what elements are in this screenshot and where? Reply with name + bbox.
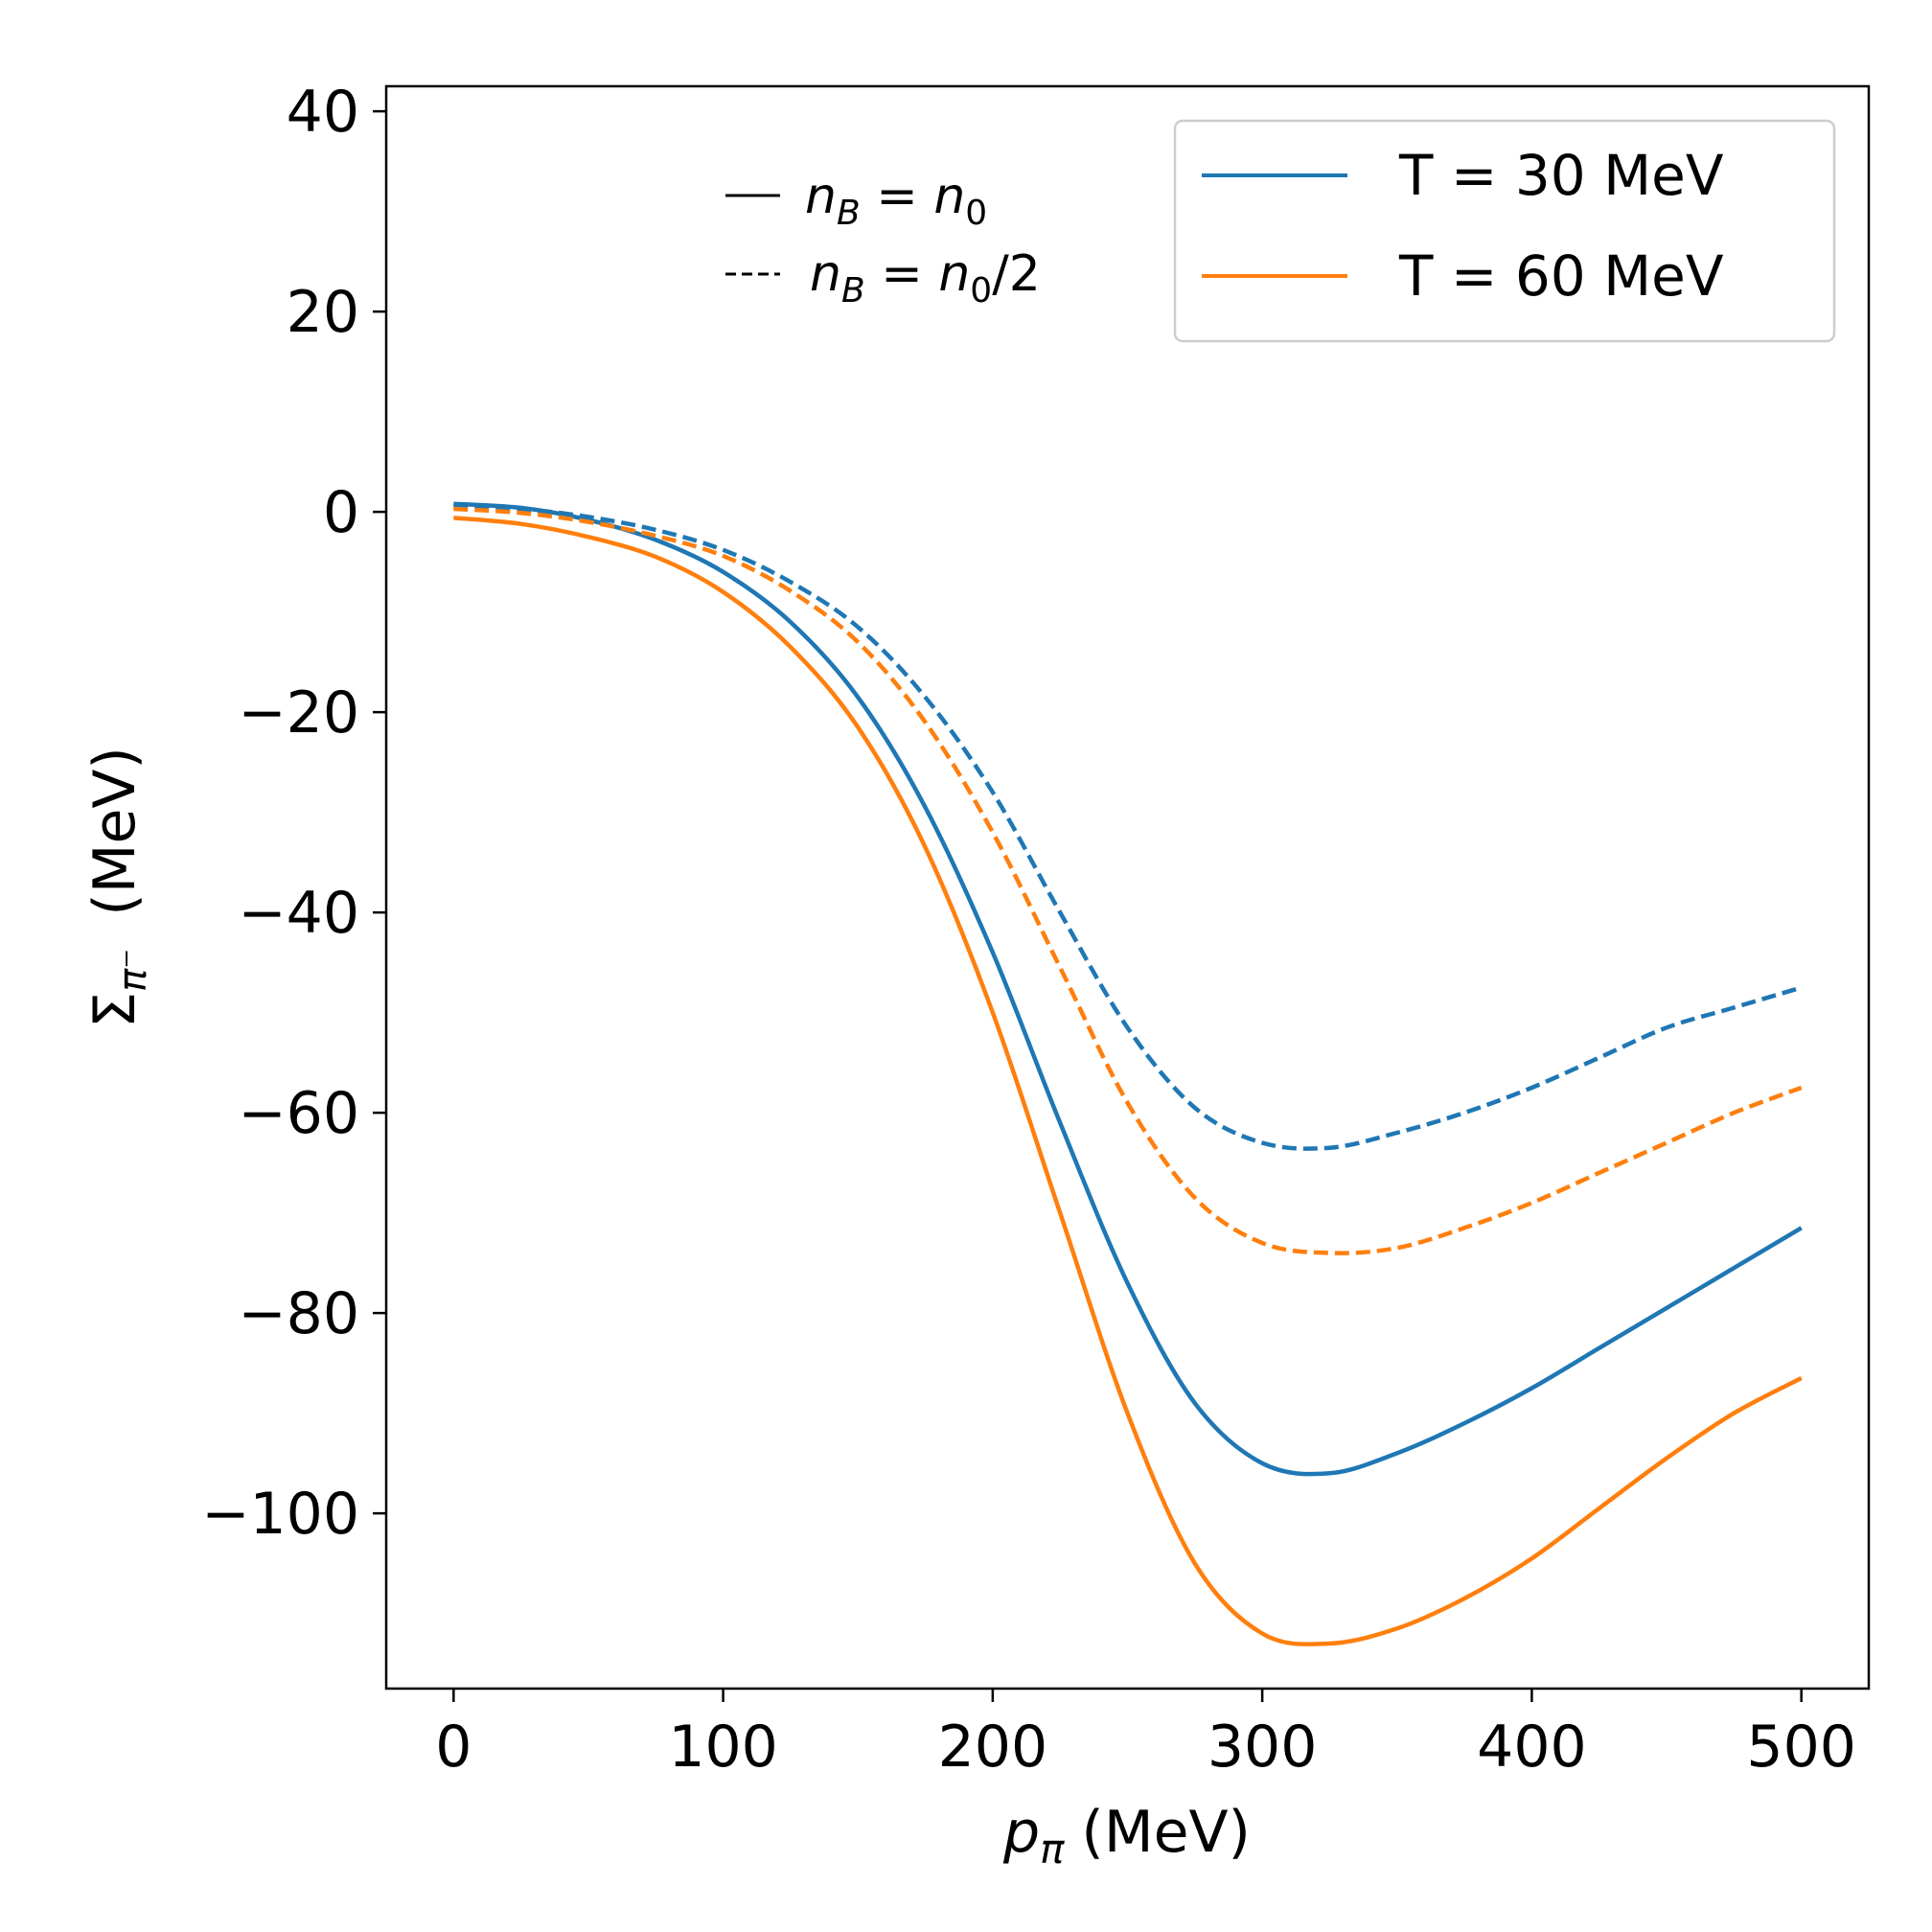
y-tick-label: −40 — [238, 880, 359, 947]
series-line-t-30-mev-n-b-n-0-2 — [453, 503, 1803, 1151]
x-axis-label-sub: π — [1040, 1826, 1065, 1873]
y-tick-label: −60 — [238, 1080, 359, 1147]
x-axis-label: pπ (MeV) — [1002, 1799, 1251, 1873]
x-tick-label: 300 — [1208, 1714, 1318, 1781]
x-tick-label: 500 — [1746, 1714, 1856, 1781]
annotation-dashed-eq: = — [865, 245, 939, 303]
plot-frame — [384, 84, 1871, 1690]
x-tick-label: 400 — [1477, 1714, 1587, 1781]
x-tick-label: 200 — [938, 1714, 1048, 1781]
annotation-dashed-rhs-tail: /2 — [992, 245, 1041, 303]
annotation-solid-rhs: n — [933, 168, 965, 225]
x-axis-label-unit: (MeV) — [1081, 1799, 1251, 1866]
y-axis-label: Σπ⁻ (MeV) — [81, 747, 155, 1028]
annotation-solid-rhs-sub: 0 — [965, 194, 987, 233]
series-layer — [453, 501, 1803, 1646]
annotation-dashed-sub: B — [841, 271, 865, 310]
legend-label-t60: T = 60 MeV — [1398, 243, 1724, 309]
y-tick-label: 40 — [287, 79, 359, 146]
annotation-solid-main: n — [805, 168, 837, 225]
legend: T = 30 MeV T = 60 MeV — [1173, 119, 1836, 343]
annotation-solid-sub: B — [837, 194, 861, 233]
annotation-dashed-rhs: n — [938, 245, 970, 303]
y-axis-label-sub: π⁻ — [111, 949, 155, 992]
series-line-t-60-mev-n-b-n-0 — [453, 516, 1803, 1646]
x-tick-label: 0 — [435, 1714, 472, 1781]
annotation-dashed-rhs-sub: 0 — [970, 271, 992, 310]
y-tick-label: 20 — [287, 279, 359, 346]
y-tick-label: −100 — [201, 1481, 359, 1548]
series-line-t-30-mev-n-b-n-0 — [453, 501, 1803, 1477]
density-annotation: nB = n0 nB = n0/2 — [725, 168, 1041, 310]
legend-label-t30: T = 30 MeV — [1398, 143, 1724, 208]
y-tick-label: 0 — [323, 479, 359, 546]
annotation-solid-label: nB = n0 — [805, 168, 987, 233]
annotation-dashed-main: n — [810, 245, 841, 303]
y-axis-label-unit: (MeV) — [81, 747, 149, 916]
y-tick-label: −80 — [238, 1280, 359, 1347]
y-tick-label: −20 — [238, 679, 359, 747]
annotation-solid-eq: = — [861, 168, 934, 225]
annotation-dashed-label: nB = n0/2 — [810, 245, 1041, 310]
x-tick-label: 100 — [668, 1714, 778, 1781]
y-axis-label-main: Σ — [81, 992, 149, 1028]
series-line-t-60-mev-n-b-n-0-2 — [453, 506, 1803, 1255]
x-axis-label-main: p — [1002, 1799, 1040, 1866]
